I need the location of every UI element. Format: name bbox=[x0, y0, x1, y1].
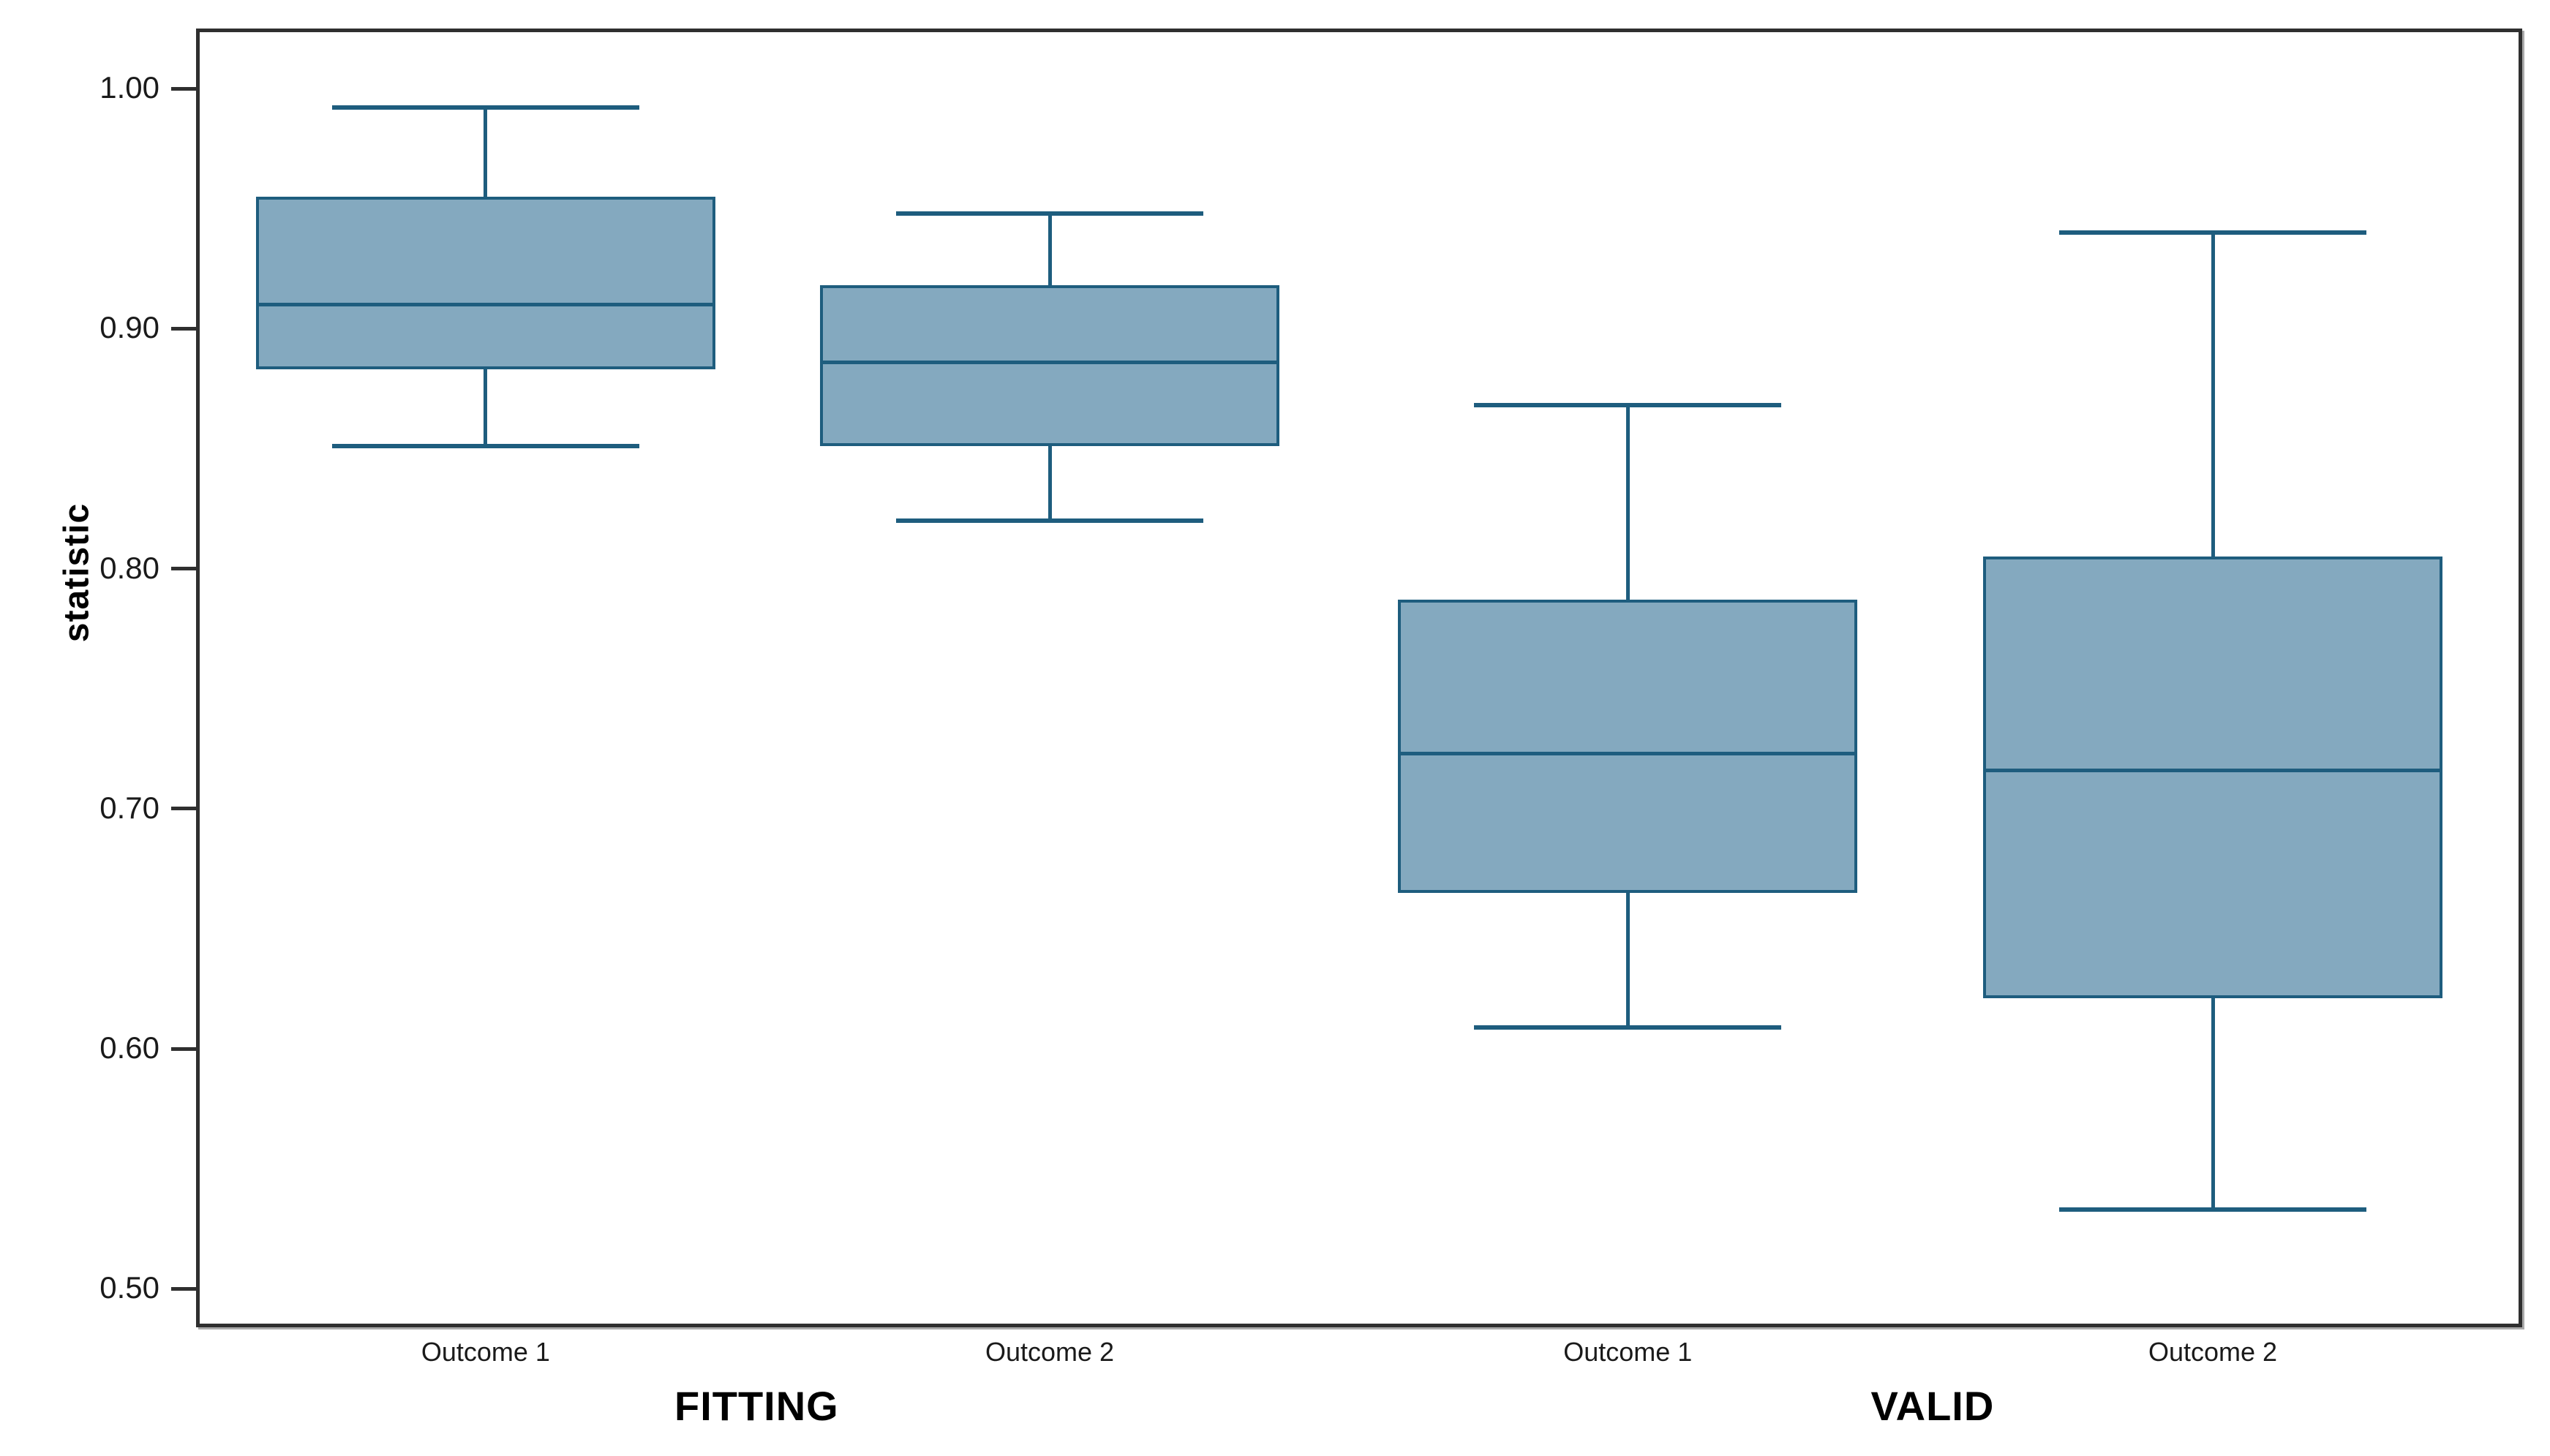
upper-whisker-cap-fitting-outcome-2 bbox=[896, 211, 1203, 216]
lower-whisker-cap-valid-outcome-1 bbox=[1474, 1025, 1782, 1030]
iqr-box-fitting-outcome-1 bbox=[255, 196, 715, 370]
upper-whisker-cap-valid-outcome-2 bbox=[2059, 230, 2366, 235]
y-tick-label-0.70: 0.70 bbox=[99, 790, 159, 825]
median-line-valid-outcome-1 bbox=[1398, 751, 1858, 755]
iqr-box-valid-outcome-2 bbox=[1983, 557, 2443, 999]
median-line-valid-outcome-2 bbox=[1983, 768, 2443, 772]
iqr-box-fitting-outcome-2 bbox=[820, 285, 1280, 447]
iqr-box-valid-outcome-1 bbox=[1398, 600, 1858, 893]
upper-whisker-cap-fitting-outcome-1 bbox=[332, 105, 639, 110]
median-line-fitting-outcome-1 bbox=[255, 303, 715, 307]
x-category-label-valid-outcome-1: Outcome 1 bbox=[1563, 1337, 1693, 1367]
y-tick-mark-0.60 bbox=[171, 1046, 196, 1051]
median-line-fitting-outcome-2 bbox=[820, 360, 1280, 364]
upper-whisker-cap-valid-outcome-1 bbox=[1474, 403, 1782, 408]
x-category-label-fitting-outcome-2: Outcome 2 bbox=[985, 1337, 1115, 1367]
y-tick-label-1.00: 1.00 bbox=[99, 70, 159, 105]
lower-whisker-fitting-outcome-2 bbox=[1048, 446, 1052, 521]
upper-whisker-valid-outcome-2 bbox=[2211, 233, 2215, 557]
y-tick-label-0.50: 0.50 bbox=[99, 1270, 159, 1305]
y-tick-mark-0.70 bbox=[171, 807, 196, 811]
y-tick-mark-0.50 bbox=[171, 1286, 196, 1291]
upper-whisker-fitting-outcome-1 bbox=[484, 107, 488, 197]
upper-whisker-fitting-outcome-2 bbox=[1048, 213, 1052, 286]
y-tick-label-0.80: 0.80 bbox=[99, 550, 159, 585]
y-tick-mark-0.90 bbox=[171, 326, 196, 331]
x-category-label-valid-outcome-2: Outcome 2 bbox=[2148, 1337, 2278, 1367]
lower-whisker-cap-fitting-outcome-2 bbox=[896, 518, 1203, 523]
y-tick-label-0.60: 0.60 bbox=[99, 1030, 159, 1065]
x-group-label-valid: VALID bbox=[1870, 1383, 1995, 1429]
lower-whisker-fitting-outcome-1 bbox=[484, 369, 488, 447]
lower-whisker-cap-fitting-outcome-1 bbox=[332, 444, 639, 449]
lower-whisker-valid-outcome-2 bbox=[2211, 998, 2215, 1210]
lower-whisker-valid-outcome-1 bbox=[1625, 892, 1630, 1027]
upper-whisker-valid-outcome-1 bbox=[1625, 405, 1630, 600]
y-tick-label-0.90: 0.90 bbox=[99, 310, 159, 345]
y-tick-mark-1.00 bbox=[171, 86, 196, 91]
y-tick-mark-0.80 bbox=[171, 567, 196, 571]
lower-whisker-cap-valid-outcome-2 bbox=[2059, 1207, 2366, 1212]
x-category-label-fitting-outcome-1: Outcome 1 bbox=[421, 1337, 550, 1367]
x-group-label-fitting: FITTING bbox=[674, 1383, 839, 1429]
